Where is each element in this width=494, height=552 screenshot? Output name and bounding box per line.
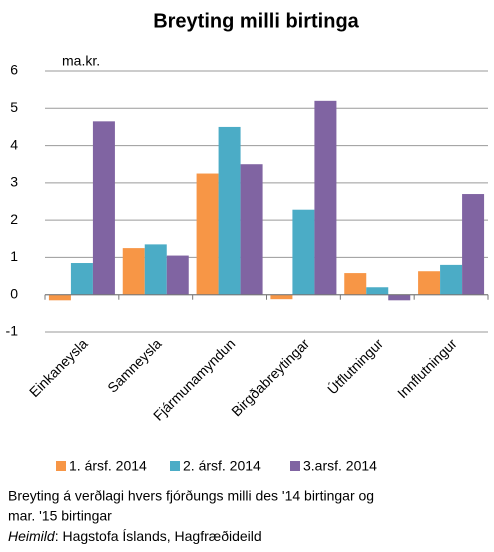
source-text: : Hagstofa Íslands, Hagfræðideild (55, 528, 262, 544)
legend-swatch (170, 461, 180, 471)
x-tick-label: Einkaneysla (26, 335, 91, 400)
legend-label: 2. ársf. 2014 (183, 458, 261, 474)
y-tick-label: 1 (10, 248, 18, 264)
bar (92, 121, 115, 295)
bar (344, 273, 367, 295)
source-label: Heimild (8, 528, 56, 544)
y-tick-label: 4 (10, 136, 18, 152)
y-tick-label: 6 (10, 62, 18, 78)
bar (122, 248, 145, 295)
y-unit: ma.kr. (62, 53, 100, 69)
bar (270, 294, 293, 300)
bar (70, 263, 93, 295)
bar (144, 244, 167, 295)
bar (48, 294, 71, 301)
y-tick-label: 2 (10, 211, 18, 227)
note-line: Breyting á verðlagi hvers fjórðungs mill… (8, 488, 374, 504)
note-line: mar. '15 birtingar (8, 508, 112, 524)
bar (366, 287, 389, 295)
legend-label: 3.arsf. 2014 (303, 458, 377, 474)
legend-swatch (56, 461, 66, 471)
bar (462, 194, 485, 295)
bar (196, 173, 219, 295)
x-tick-label: Birgðabreytingar (228, 335, 312, 419)
bar (166, 255, 189, 295)
x-tick-label: Fjármunamyndun (150, 335, 238, 423)
source: Heimild: Hagstofa Íslands, Hagfræðideild (8, 528, 262, 544)
bar (314, 100, 337, 295)
y-tick-label: 0 (10, 285, 18, 301)
x-tick-label: Útflutningur (324, 335, 386, 397)
bar (292, 209, 315, 295)
y-tick-label: 3 (10, 174, 18, 190)
x-tick-label: Innflutningur (394, 335, 460, 401)
x-tick-label: Samneysla (104, 335, 164, 395)
bar (418, 271, 441, 295)
y-tick-label: 5 (10, 99, 18, 115)
bar (240, 164, 263, 295)
legend-swatch (290, 461, 300, 471)
y-tick-label: -1 (6, 323, 19, 339)
chart-title: Breyting milli birtinga (153, 10, 359, 32)
bar (218, 126, 241, 295)
legend-label: 1. ársf. 2014 (69, 458, 147, 474)
bar (440, 264, 463, 295)
bar (388, 294, 411, 301)
